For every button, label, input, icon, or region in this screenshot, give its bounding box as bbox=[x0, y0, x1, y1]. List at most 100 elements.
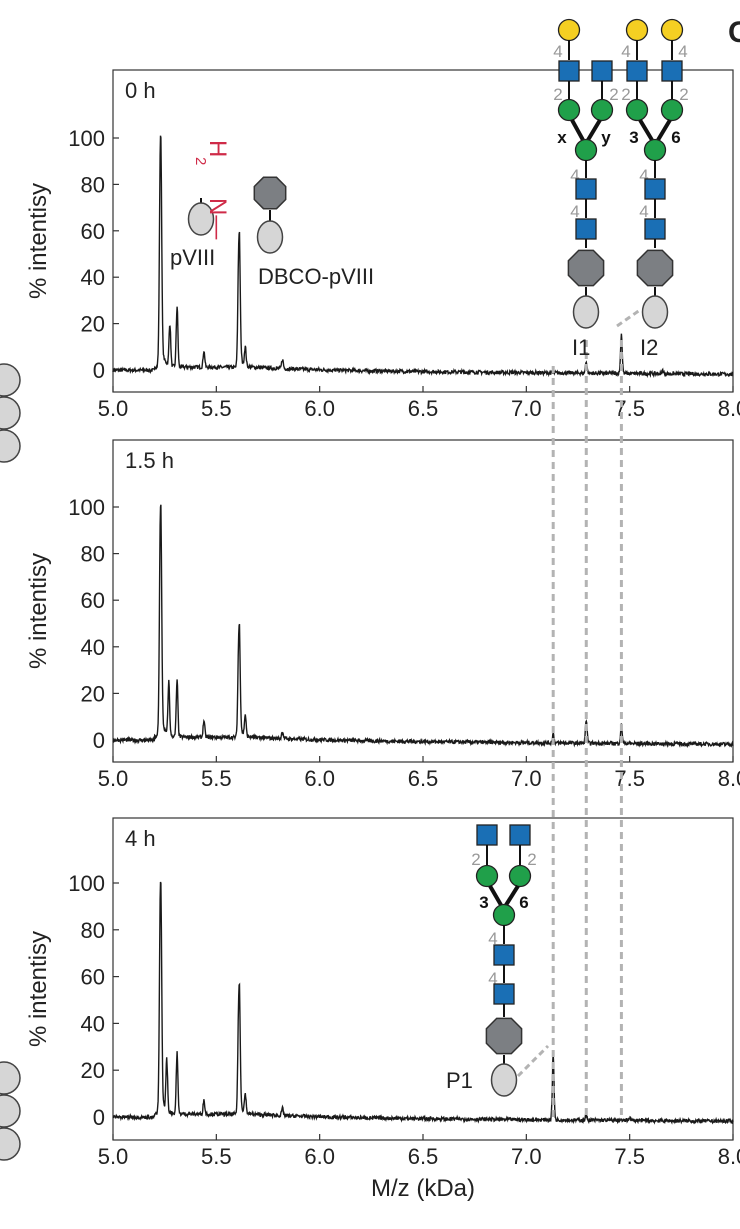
pviii-icon bbox=[187, 202, 215, 236]
x-tick-label: 8.0 bbox=[718, 1144, 740, 1169]
x-tick-label: 8.0 bbox=[718, 396, 740, 421]
y-tick-label: 0 bbox=[93, 358, 105, 383]
y-tick-label: 100 bbox=[68, 126, 105, 151]
galactose-icon bbox=[660, 18, 684, 42]
linkage-label: 4 bbox=[570, 202, 579, 221]
spectrum-trace bbox=[112, 881, 734, 1125]
edge-circle bbox=[0, 396, 21, 430]
x-axis-label: M/z (kDa) bbox=[371, 1175, 475, 1202]
glcnac-icon bbox=[661, 60, 683, 82]
y-tick-label: 60 bbox=[81, 219, 105, 244]
p1-pointer-line bbox=[516, 1044, 550, 1078]
linkage-label: 4 bbox=[488, 929, 497, 948]
y-tick-label: 100 bbox=[68, 871, 105, 896]
x-tick-label: 6.5 bbox=[408, 396, 439, 421]
edge-circle bbox=[0, 363, 21, 397]
x-tick-label: 5.5 bbox=[201, 396, 232, 421]
mannose-icon bbox=[660, 98, 684, 122]
glcnac-icon bbox=[575, 178, 597, 200]
linkage-label: 2 bbox=[621, 85, 630, 104]
spectrum-trace bbox=[112, 504, 734, 749]
galactose-icon bbox=[625, 18, 649, 42]
i2-label: I2 bbox=[640, 335, 658, 360]
edge-circle bbox=[0, 429, 21, 463]
linkage-label: 4 bbox=[639, 166, 648, 185]
y-tick-label: 20 bbox=[81, 681, 105, 706]
time-label: 0 h bbox=[125, 78, 156, 103]
y-tick-label: 60 bbox=[81, 965, 105, 990]
linkage-label: 4 bbox=[570, 166, 579, 185]
x-tick-label: 7.0 bbox=[511, 766, 542, 791]
linkage-label: 6 bbox=[671, 128, 680, 147]
edge-circle bbox=[0, 1061, 21, 1095]
linkage-label: 6 bbox=[519, 893, 528, 912]
x-tick-label: 7.0 bbox=[511, 396, 542, 421]
x-tick-label: 6.5 bbox=[408, 766, 439, 791]
y-tick-label: 20 bbox=[81, 1058, 105, 1083]
pviii-icon bbox=[490, 1063, 518, 1097]
pviii-icon bbox=[256, 220, 284, 254]
time-label: 4 h bbox=[125, 826, 156, 851]
x-tick-label: 7.5 bbox=[614, 396, 645, 421]
x-tick-label: 7.0 bbox=[511, 1144, 542, 1169]
y-tick-label: 80 bbox=[81, 542, 105, 567]
y-tick-label: 40 bbox=[81, 635, 105, 660]
y-tick-label: 60 bbox=[81, 588, 105, 613]
linkage-label: 2 bbox=[527, 850, 536, 869]
linkage-label: 4 bbox=[639, 202, 648, 221]
plot-frame bbox=[112, 817, 734, 1141]
x-tick-label: 8.0 bbox=[718, 766, 740, 791]
x-tick-label: 7.5 bbox=[614, 766, 645, 791]
amine-label: N— bbox=[204, 198, 231, 239]
mannose-icon bbox=[574, 138, 598, 162]
spectrum-trace bbox=[112, 135, 734, 379]
bond-line bbox=[656, 118, 672, 142]
y-tick-label: 100 bbox=[68, 495, 105, 520]
amine-subscript: 2 bbox=[192, 157, 209, 165]
glcnac-icon bbox=[493, 944, 515, 966]
y-tick-label: 20 bbox=[81, 312, 105, 337]
mannose-icon bbox=[557, 98, 581, 122]
x-tick-label: 5.0 bbox=[98, 1144, 129, 1169]
linkage-label: 4 bbox=[488, 969, 497, 988]
glcnac-icon bbox=[644, 178, 666, 200]
x-tick-label: 5.0 bbox=[98, 766, 129, 791]
glcnac-icon bbox=[509, 824, 531, 846]
mannose-icon bbox=[492, 903, 516, 927]
p1-label: P1 bbox=[446, 1068, 473, 1093]
glcnac-icon bbox=[558, 60, 580, 82]
pviii-icon bbox=[572, 295, 600, 329]
bond-line bbox=[504, 884, 520, 907]
glcnac-icon bbox=[493, 983, 515, 1005]
galactose-icon bbox=[557, 18, 581, 42]
corner-mark: C bbox=[728, 16, 740, 49]
y-tick-label: 80 bbox=[81, 172, 105, 197]
dbco-icon bbox=[636, 249, 674, 287]
glcnac-icon bbox=[644, 218, 666, 240]
mannose-icon bbox=[643, 138, 667, 162]
mannose-icon bbox=[508, 864, 532, 888]
linkage-label: 4 bbox=[678, 42, 687, 61]
dbco-icon bbox=[485, 1017, 523, 1055]
mannose-icon bbox=[590, 98, 614, 122]
x-tick-label: 6.0 bbox=[304, 766, 335, 791]
pviii-label: pVIII bbox=[170, 245, 215, 270]
linkage-label: 2 bbox=[679, 85, 688, 104]
plot-frame bbox=[112, 439, 734, 763]
amine-h-label: H bbox=[204, 140, 231, 157]
linkage-label: 3 bbox=[479, 893, 488, 912]
x-tick-label: 6.0 bbox=[304, 396, 335, 421]
dbco-icon bbox=[567, 249, 605, 287]
y-axis-label: % intentisy bbox=[25, 553, 52, 669]
glcnac-icon bbox=[476, 824, 498, 846]
dbco-icon bbox=[253, 176, 287, 210]
linkage-label: 2 bbox=[471, 850, 480, 869]
linkage-label: 2 bbox=[609, 85, 618, 104]
bond-line bbox=[638, 118, 654, 142]
bond-line bbox=[488, 884, 503, 907]
i1-label: I1 bbox=[572, 335, 590, 360]
y-tick-label: 40 bbox=[81, 265, 105, 290]
